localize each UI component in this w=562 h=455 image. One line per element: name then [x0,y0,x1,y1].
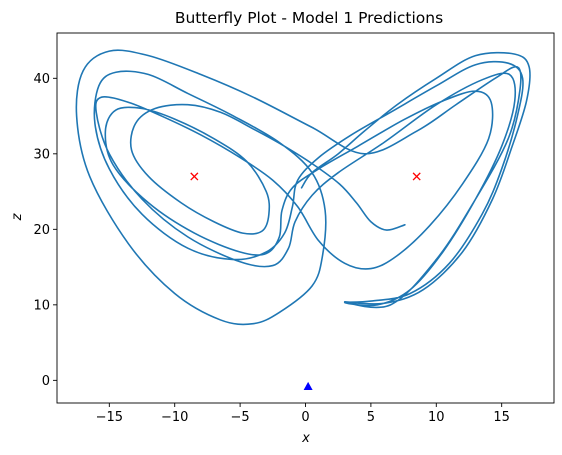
x-tick-label: −5 [231,410,250,425]
chart-title: Butterfly Plot - Model 1 Predictions [175,9,443,27]
fixed-point-marker [412,172,421,181]
y-tick-label: 40 [33,72,50,87]
x-tick-label: −10 [161,410,188,425]
trajectory-line [75,49,531,326]
x-tick-label: 0 [301,410,309,425]
origin-marker [303,381,313,390]
x-axis: −15 −10 −5 0 5 10 15 [96,403,510,425]
y-tick-label: 10 [33,298,50,313]
x-tick-label: 15 [493,410,510,425]
y-tick-label: 0 [42,374,50,389]
markers [190,172,421,390]
y-axis-label: z [10,212,25,221]
fixed-point-marker [190,172,199,181]
y-axis: 0 10 20 30 40 [33,72,57,389]
y-tick-label: 20 [33,223,50,238]
x-tick-label: 10 [428,410,445,425]
x-axis-label: x [301,431,310,446]
x-tick-label: 5 [367,410,375,425]
x-tick-label: −15 [96,410,123,425]
y-tick-label: 30 [33,147,50,162]
